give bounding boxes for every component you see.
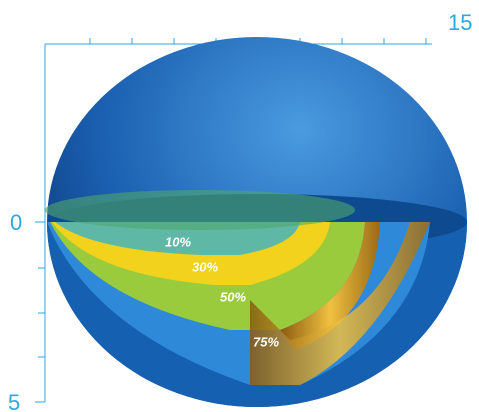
- layer-label: 30%: [192, 259, 218, 274]
- layer-label: 75%: [253, 334, 279, 349]
- ruler-label: 15: [448, 10, 472, 35]
- ruler-label: 0: [10, 210, 22, 235]
- sphere: [45, 37, 467, 407]
- layer-label: 10%: [165, 234, 191, 249]
- layer-label: 50%: [220, 289, 246, 304]
- ruler-label: 5: [8, 390, 20, 412]
